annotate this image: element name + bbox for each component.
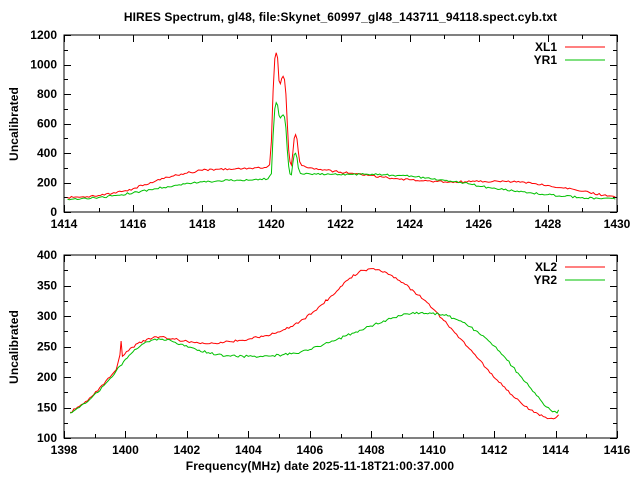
top-spectrum-panel: 1414 1416 1418 1420 1422 1424 1426 1428 1430 0 200… [30,28,630,231]
y-tick-label: 400 [37,248,57,262]
bottom-spectrum-panel: 1398 1400 1402 1404 1406 1408 1410 1412 1414 1416… [37,248,631,457]
y-tick-label: 250 [37,340,57,354]
series-line-yr1 [67,101,616,201]
y-tick-label: 1000 [30,58,57,72]
series-line-xl2 [70,268,559,420]
y-tick-label: 150 [37,401,57,415]
x-tick-label: 1406 [296,443,323,457]
y-tick-label: 1200 [30,28,57,42]
y-tick-label: 300 [37,309,57,323]
x-tick-label: 1430 [604,217,631,231]
x-tick-label: 1418 [189,217,216,231]
x-tick-label: 1404 [235,443,262,457]
y-tick-label: 600 [37,117,57,131]
legend-label-yr1: YR1 [534,53,558,67]
y-tick-label: 0 [50,205,57,219]
y-tick-label: 400 [37,146,57,160]
x-tick-label: 1412 [481,443,508,457]
y-tick-label: 800 [37,87,57,101]
x-tick-label: 1400 [112,443,139,457]
x-tick-label: 1420 [258,217,285,231]
x-tick-label: 1414 [51,217,78,231]
x-tick-label: 1424 [396,217,423,231]
x-tick-label: 1416 [604,443,631,457]
legend-label-xl2: XL2 [535,260,557,274]
x-tick-label: 1410 [419,443,446,457]
chart-title: HIRES Spectrum, gl48, file:Skynet_60997_… [123,10,558,24]
y-tick-label: 350 [37,279,57,293]
x-tick-label: 1426 [465,217,492,231]
x-tick-label: 1416 [120,217,147,231]
x-tick-label: 1408 [358,443,385,457]
plot-border [63,254,618,439]
x-tick-label: 1402 [174,443,201,457]
series-line-yr2 [69,311,560,414]
legend-label-yr2: YR2 [534,273,558,287]
x-axis-label: Frequency(MHz) date 2025-11-18T21:00:37.… [185,459,455,473]
plot-border [63,34,618,213]
x-tick-label: 1398 [51,443,78,457]
legend-label-xl1: XL1 [535,40,557,54]
x-tick-label: 1414 [542,443,569,457]
y-tick-label: 100 [37,431,57,445]
y-tick-label: 200 [37,370,57,384]
x-tick-label: 1428 [535,217,562,231]
y-tick-label: 200 [37,176,57,190]
x-tick-label: 1422 [327,217,354,231]
series-line-xl1 [67,52,616,199]
